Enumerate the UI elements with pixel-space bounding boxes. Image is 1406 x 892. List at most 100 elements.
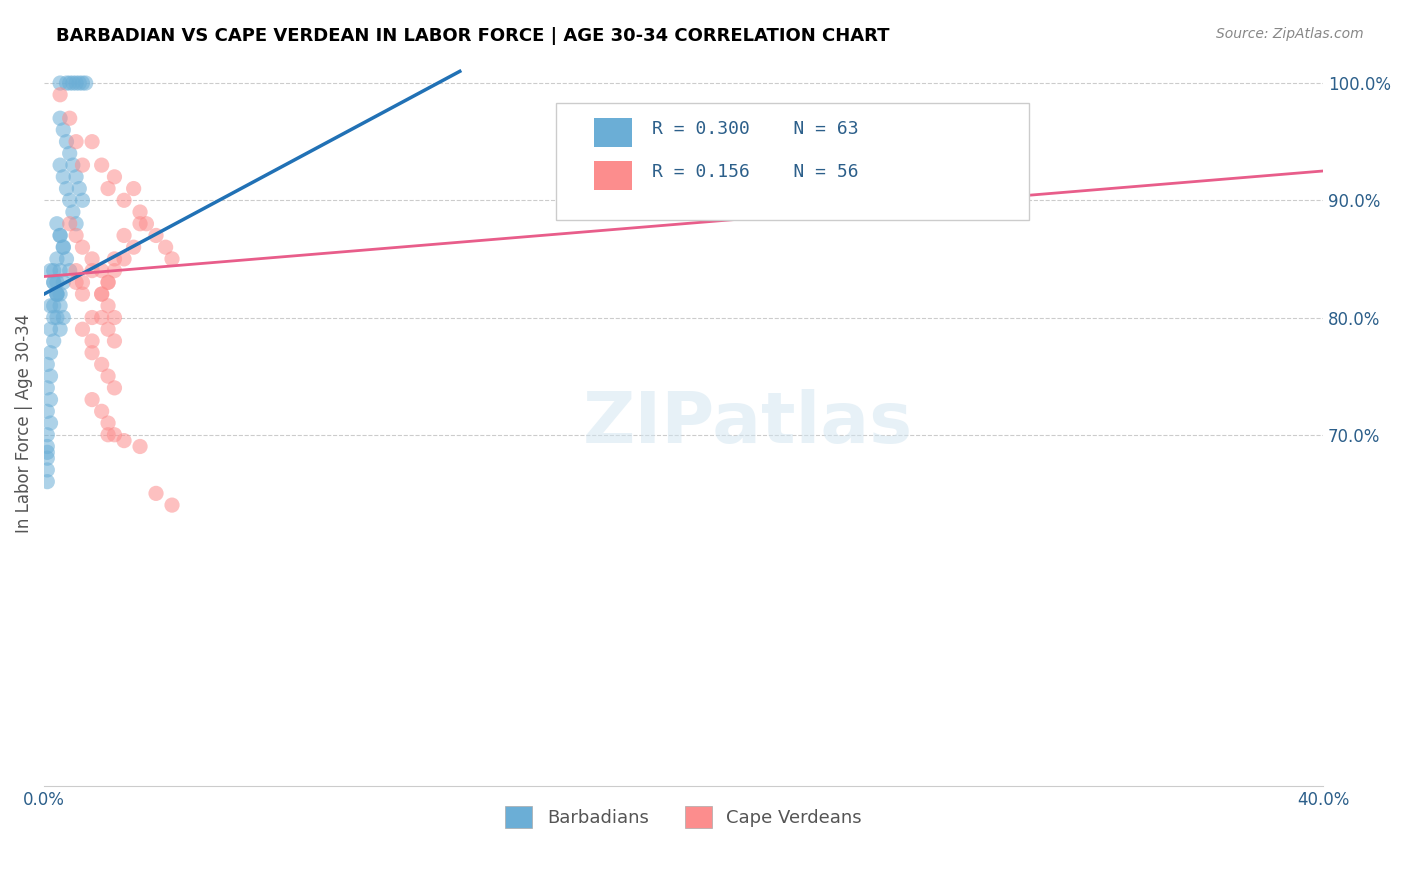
Point [80,252,103,266]
Point [45,276,67,290]
Point [59,217,82,231]
Text: R = 0.300    N = 63: R = 0.300 N = 63 [651,120,858,137]
Point [103,310,125,325]
Point [45,310,67,325]
Point [72,287,94,301]
Point [52,310,75,325]
Point [65,263,87,277]
Point [97,181,120,195]
Point [49,287,72,301]
Point [42,263,65,277]
Point [49,112,72,126]
Point [112,252,135,266]
Point [97,322,120,336]
Point [37,445,59,459]
Point [103,381,125,395]
Point [129,440,152,454]
Point [52,240,75,254]
FancyBboxPatch shape [595,161,633,190]
Point [59,263,82,277]
Point [49,87,72,102]
Point [97,299,120,313]
Point [42,299,65,313]
Point [90,404,112,418]
Point [97,276,120,290]
Point [90,287,112,301]
Point [112,228,135,243]
Point [52,169,75,184]
Point [129,217,152,231]
Point [72,194,94,208]
Point [65,217,87,231]
Point [72,276,94,290]
Point [52,123,75,137]
Point [49,76,72,90]
Point [67,181,90,195]
Point [80,345,103,359]
Point [49,228,72,243]
Point [42,310,65,325]
Point [52,240,75,254]
Point [49,228,72,243]
Point [59,112,82,126]
Point [97,427,120,442]
Point [59,76,82,90]
Point [45,287,67,301]
Point [90,358,112,372]
Point [49,158,72,172]
Point [160,498,183,512]
Point [37,440,59,454]
Point [37,475,59,489]
Point [49,322,72,336]
Point [37,427,59,442]
Point [72,158,94,172]
Point [72,76,94,90]
FancyBboxPatch shape [555,103,1029,219]
Point [39,299,62,313]
Text: BARBADIAN VS CAPE VERDEAN IN LABOR FORCE | AGE 30-34 CORRELATION CHART: BARBADIAN VS CAPE VERDEAN IN LABOR FORCE… [56,27,890,45]
Point [37,451,59,466]
Point [65,135,87,149]
Point [39,345,62,359]
Point [145,486,167,500]
Point [59,146,82,161]
Point [129,205,152,219]
Point [62,158,84,172]
Point [122,181,145,195]
Text: R = 0.156    N = 56: R = 0.156 N = 56 [651,163,858,181]
Point [72,240,94,254]
Point [90,287,112,301]
Point [49,263,72,277]
Text: Source: ZipAtlas.com: Source: ZipAtlas.com [1216,27,1364,41]
Point [145,228,167,243]
Point [103,252,125,266]
Point [42,276,65,290]
Point [45,252,67,266]
Point [112,434,135,448]
Point [59,194,82,208]
Point [39,416,62,430]
Point [65,228,87,243]
Point [160,252,183,266]
Point [155,240,177,254]
Point [42,334,65,348]
Point [72,322,94,336]
FancyBboxPatch shape [595,118,633,147]
Point [103,169,125,184]
Point [55,181,77,195]
Point [37,404,59,418]
Point [80,310,103,325]
Point [39,322,62,336]
Point [112,194,135,208]
Point [52,276,75,290]
Point [103,263,125,277]
Point [45,287,67,301]
Point [65,76,87,90]
Point [90,158,112,172]
Point [90,263,112,277]
Point [97,416,120,430]
Point [37,463,59,477]
Point [39,263,62,277]
Point [80,334,103,348]
Point [103,334,125,348]
